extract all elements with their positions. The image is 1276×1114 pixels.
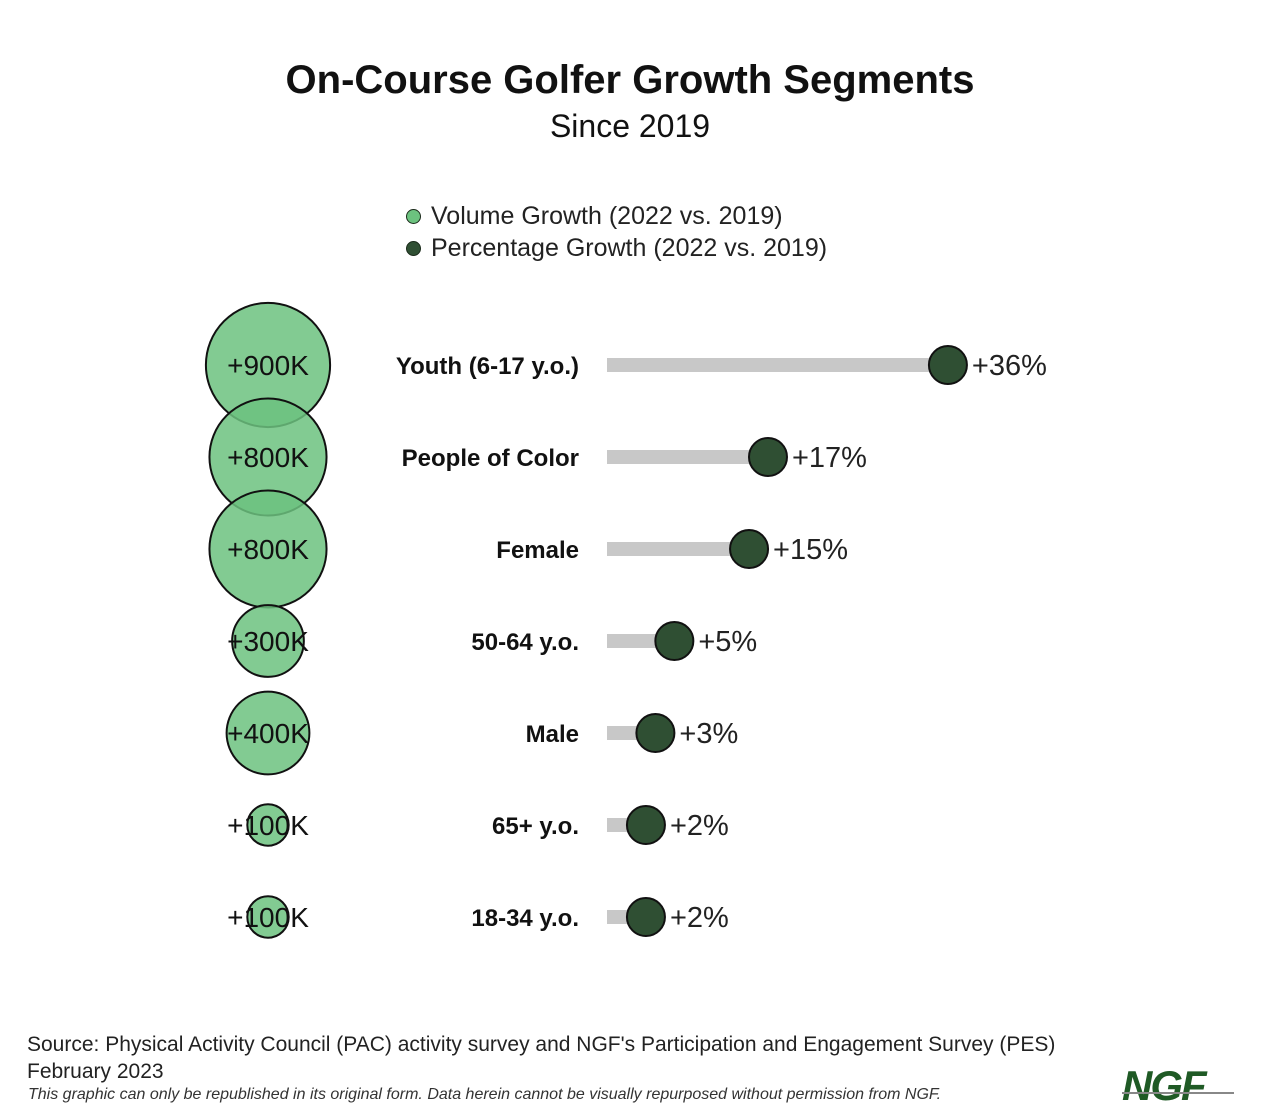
percentage-bar xyxy=(607,542,750,556)
volume-label: +300K xyxy=(227,626,309,657)
source-text: Source: Physical Activity Council (PAC) … xyxy=(27,1031,1055,1085)
category-label: Male xyxy=(526,721,579,748)
percentage-bar xyxy=(607,450,768,464)
volume-label: +100K xyxy=(227,810,309,841)
volume-bubble xyxy=(231,604,305,678)
category-label: 18-34 y.o. xyxy=(471,905,579,932)
percentage-dot xyxy=(625,805,666,845)
percentage-label: +36% xyxy=(972,350,1047,382)
chart-title: On-Course Golfer Growth Segments xyxy=(285,58,975,102)
date-line: February 2023 xyxy=(27,1060,164,1083)
source-line: Source: Physical Activity Council (PAC) … xyxy=(27,1033,1056,1056)
percentage-dot xyxy=(729,529,770,569)
category-label: Female xyxy=(496,537,579,564)
legend-swatch-percentage xyxy=(406,240,421,256)
logo-underline xyxy=(1122,1092,1234,1094)
percentage-dot xyxy=(927,345,968,385)
percentage-dot xyxy=(747,437,788,477)
volume-bubble xyxy=(246,803,290,847)
volume-label: +800K xyxy=(227,442,309,473)
permission-note: This graphic can only be republished in … xyxy=(28,1086,942,1103)
volume-bubble xyxy=(246,895,290,939)
percentage-dot xyxy=(635,713,676,753)
percentage-dot xyxy=(625,897,666,937)
percentage-bar xyxy=(607,358,948,372)
percentage-label: +2% xyxy=(670,902,729,934)
percentage-label: +2% xyxy=(670,810,729,842)
legend-item-percentage: Percentage Growth (2022 vs. 2019) xyxy=(406,232,827,264)
legend-label: Volume Growth (2022 vs. 2019) xyxy=(431,201,783,230)
category-label: Youth (6-17 y.o.) xyxy=(396,353,579,380)
ngf-logo: NGF xyxy=(1122,1062,1207,1109)
percentage-label: +5% xyxy=(698,626,757,658)
volume-label: +900K xyxy=(227,350,309,381)
legend-item-volume: Volume Growth (2022 vs. 2019) xyxy=(406,200,827,232)
legend-swatch-volume xyxy=(406,208,421,224)
volume-label: +100K xyxy=(227,902,309,933)
percentage-label: +3% xyxy=(679,718,738,750)
percentage-dot xyxy=(654,621,695,661)
volume-bubble xyxy=(225,690,311,776)
category-label: 65+ y.o. xyxy=(492,813,579,840)
percentage-label: +17% xyxy=(792,442,867,474)
volume-label: +800K xyxy=(227,534,309,565)
category-label: People of Color xyxy=(402,445,579,472)
percentage-label: +15% xyxy=(773,534,848,566)
volume-label: +400K xyxy=(227,718,309,749)
legend: Volume Growth (2022 vs. 2019) Percentage… xyxy=(406,200,827,264)
legend-label: Percentage Growth (2022 vs. 2019) xyxy=(431,233,828,262)
category-label: 50-64 y.o. xyxy=(471,629,579,656)
chart-subtitle: Since 2019 xyxy=(549,108,711,144)
